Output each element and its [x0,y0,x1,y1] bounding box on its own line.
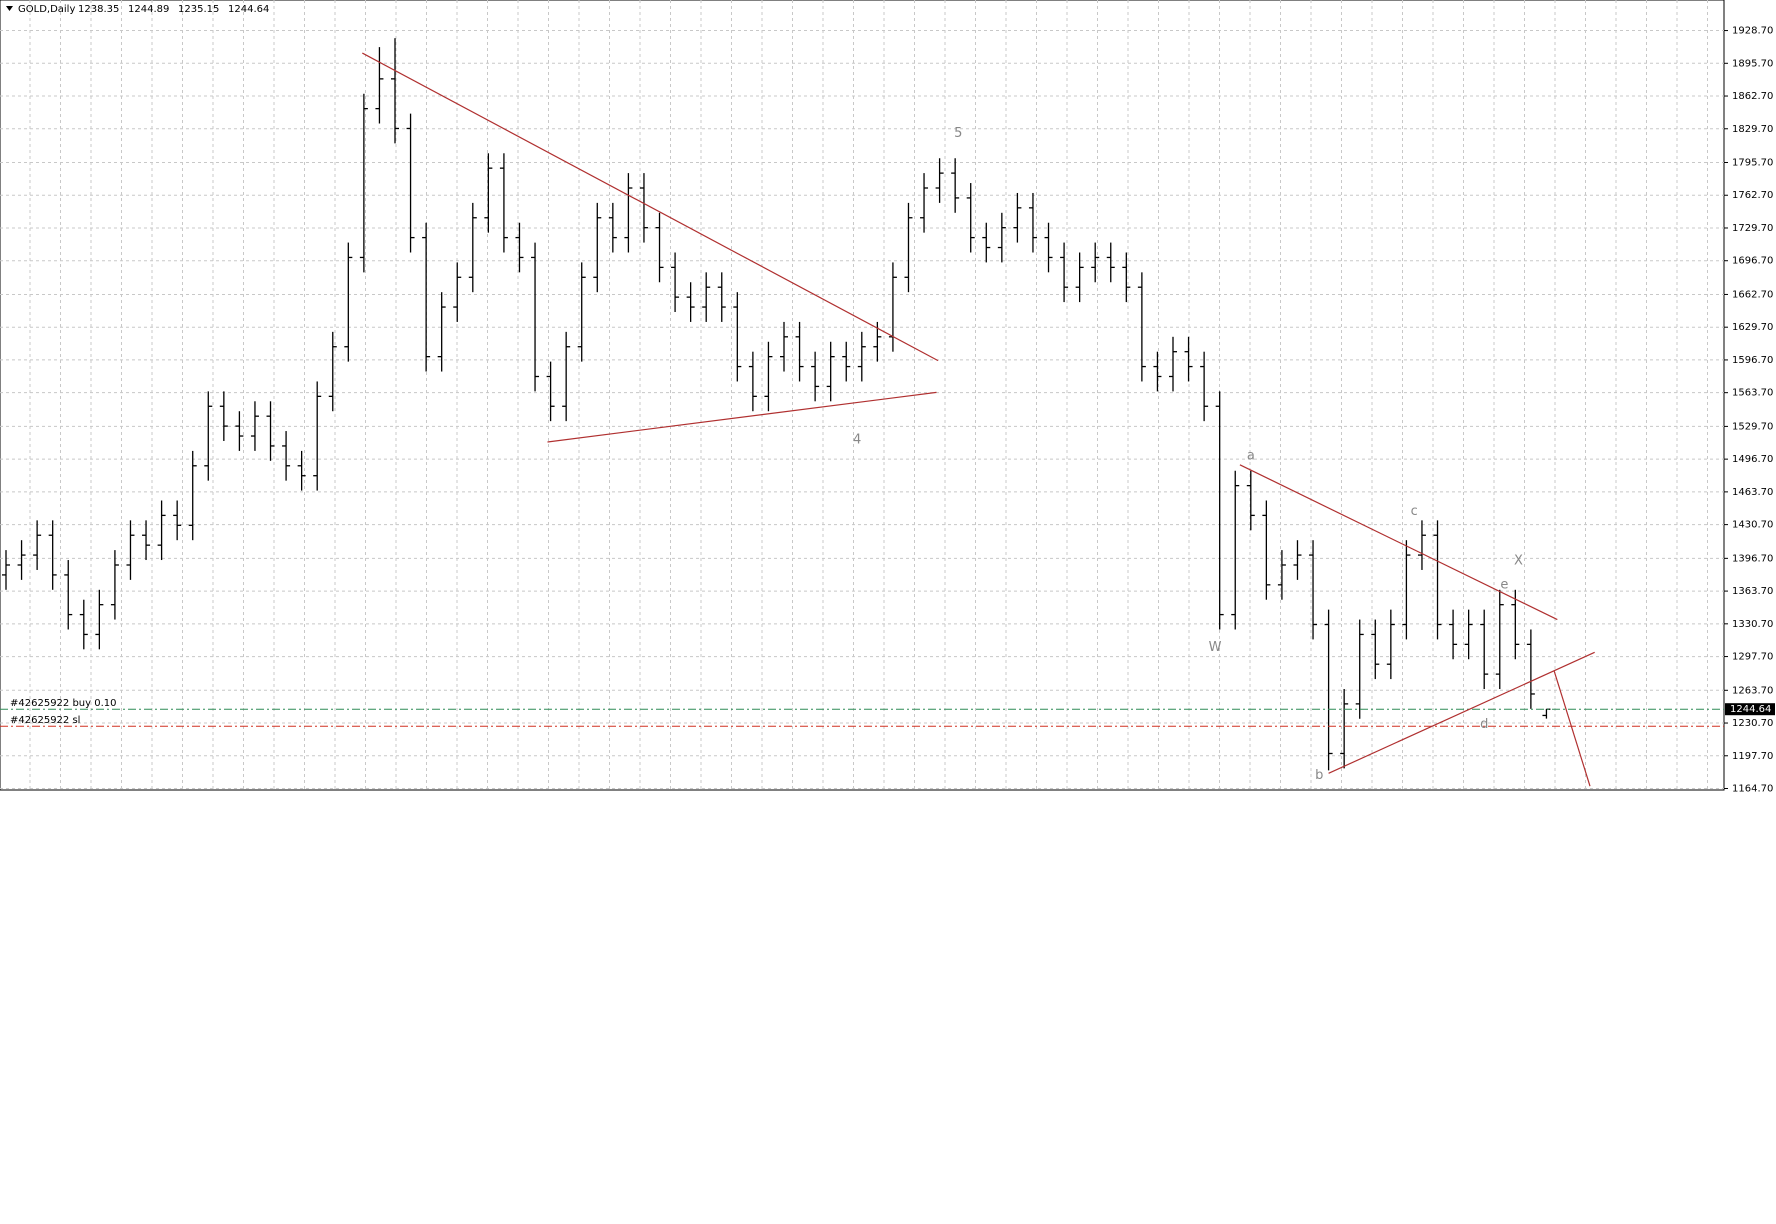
y-tick-label: 1297.70 [1732,652,1773,663]
order-label: #42625922 sl [10,715,80,726]
trend-line [547,391,937,443]
wave-label: d [1480,717,1488,732]
y-tick-label: 1197.70 [1732,751,1773,762]
price-tag-label: 1244.64 [1730,704,1771,715]
y-tick-label: 1363.70 [1732,586,1773,597]
trend-line [362,52,939,362]
y-tick-label: 1529.70 [1732,421,1773,432]
y-tick-label: 1396.70 [1732,553,1773,564]
wave-label: 4 [853,432,861,447]
price-tag [1725,703,1775,716]
wave-label: X [1514,554,1523,569]
header-open: 1238.35 [78,4,119,15]
y-tick-label: 1330.70 [1732,619,1773,630]
trend-line [1328,651,1595,774]
y-tick-label: 1496.70 [1732,454,1773,465]
header-high: 1244.89 [128,4,169,15]
wave-label: c [1411,504,1418,519]
wave-label: 5 [954,126,962,141]
y-tick-label: 1629.70 [1732,322,1773,333]
y-tick-label: 1662.70 [1732,289,1773,300]
plot-frame [0,0,1725,791]
y-tick-label: 1795.70 [1732,158,1773,169]
y-tick-label: 1829.70 [1732,124,1773,135]
y-tick-label: 1928.70 [1732,26,1773,37]
wave-label: a [1247,448,1255,463]
y-tick-label: 1430.70 [1732,520,1773,531]
y-tick-label: 1263.70 [1732,685,1773,696]
y-tick-label: 1729.70 [1732,223,1773,234]
trend-line [1553,670,1591,787]
trend-line [1239,464,1558,621]
y-tick-label: 1164.70 [1732,784,1773,795]
y-tick-label: 1762.70 [1732,190,1773,201]
y-tick-label: 1895.70 [1732,58,1773,69]
wave-label: W [1209,640,1222,655]
header-close: 1244.64 [228,4,269,15]
grid [0,0,1724,790]
chart-title: GOLD,Daily [18,4,75,15]
wave-label: e [1500,577,1508,592]
y-tick-label: 1230.70 [1732,718,1773,729]
y-tick-label: 1862.70 [1732,91,1773,102]
header-low: 1235.15 [178,4,219,15]
order-label: #42625922 buy 0.10 [10,698,117,709]
symbol-menu-icon[interactable] [6,6,13,11]
y-tick-label: 1596.70 [1732,355,1773,366]
y-tick-label: 1463.70 [1732,487,1773,498]
y-tick-label: 1696.70 [1732,256,1773,267]
y-tick-label: 1563.70 [1732,388,1773,399]
wave-label: b [1315,768,1323,783]
